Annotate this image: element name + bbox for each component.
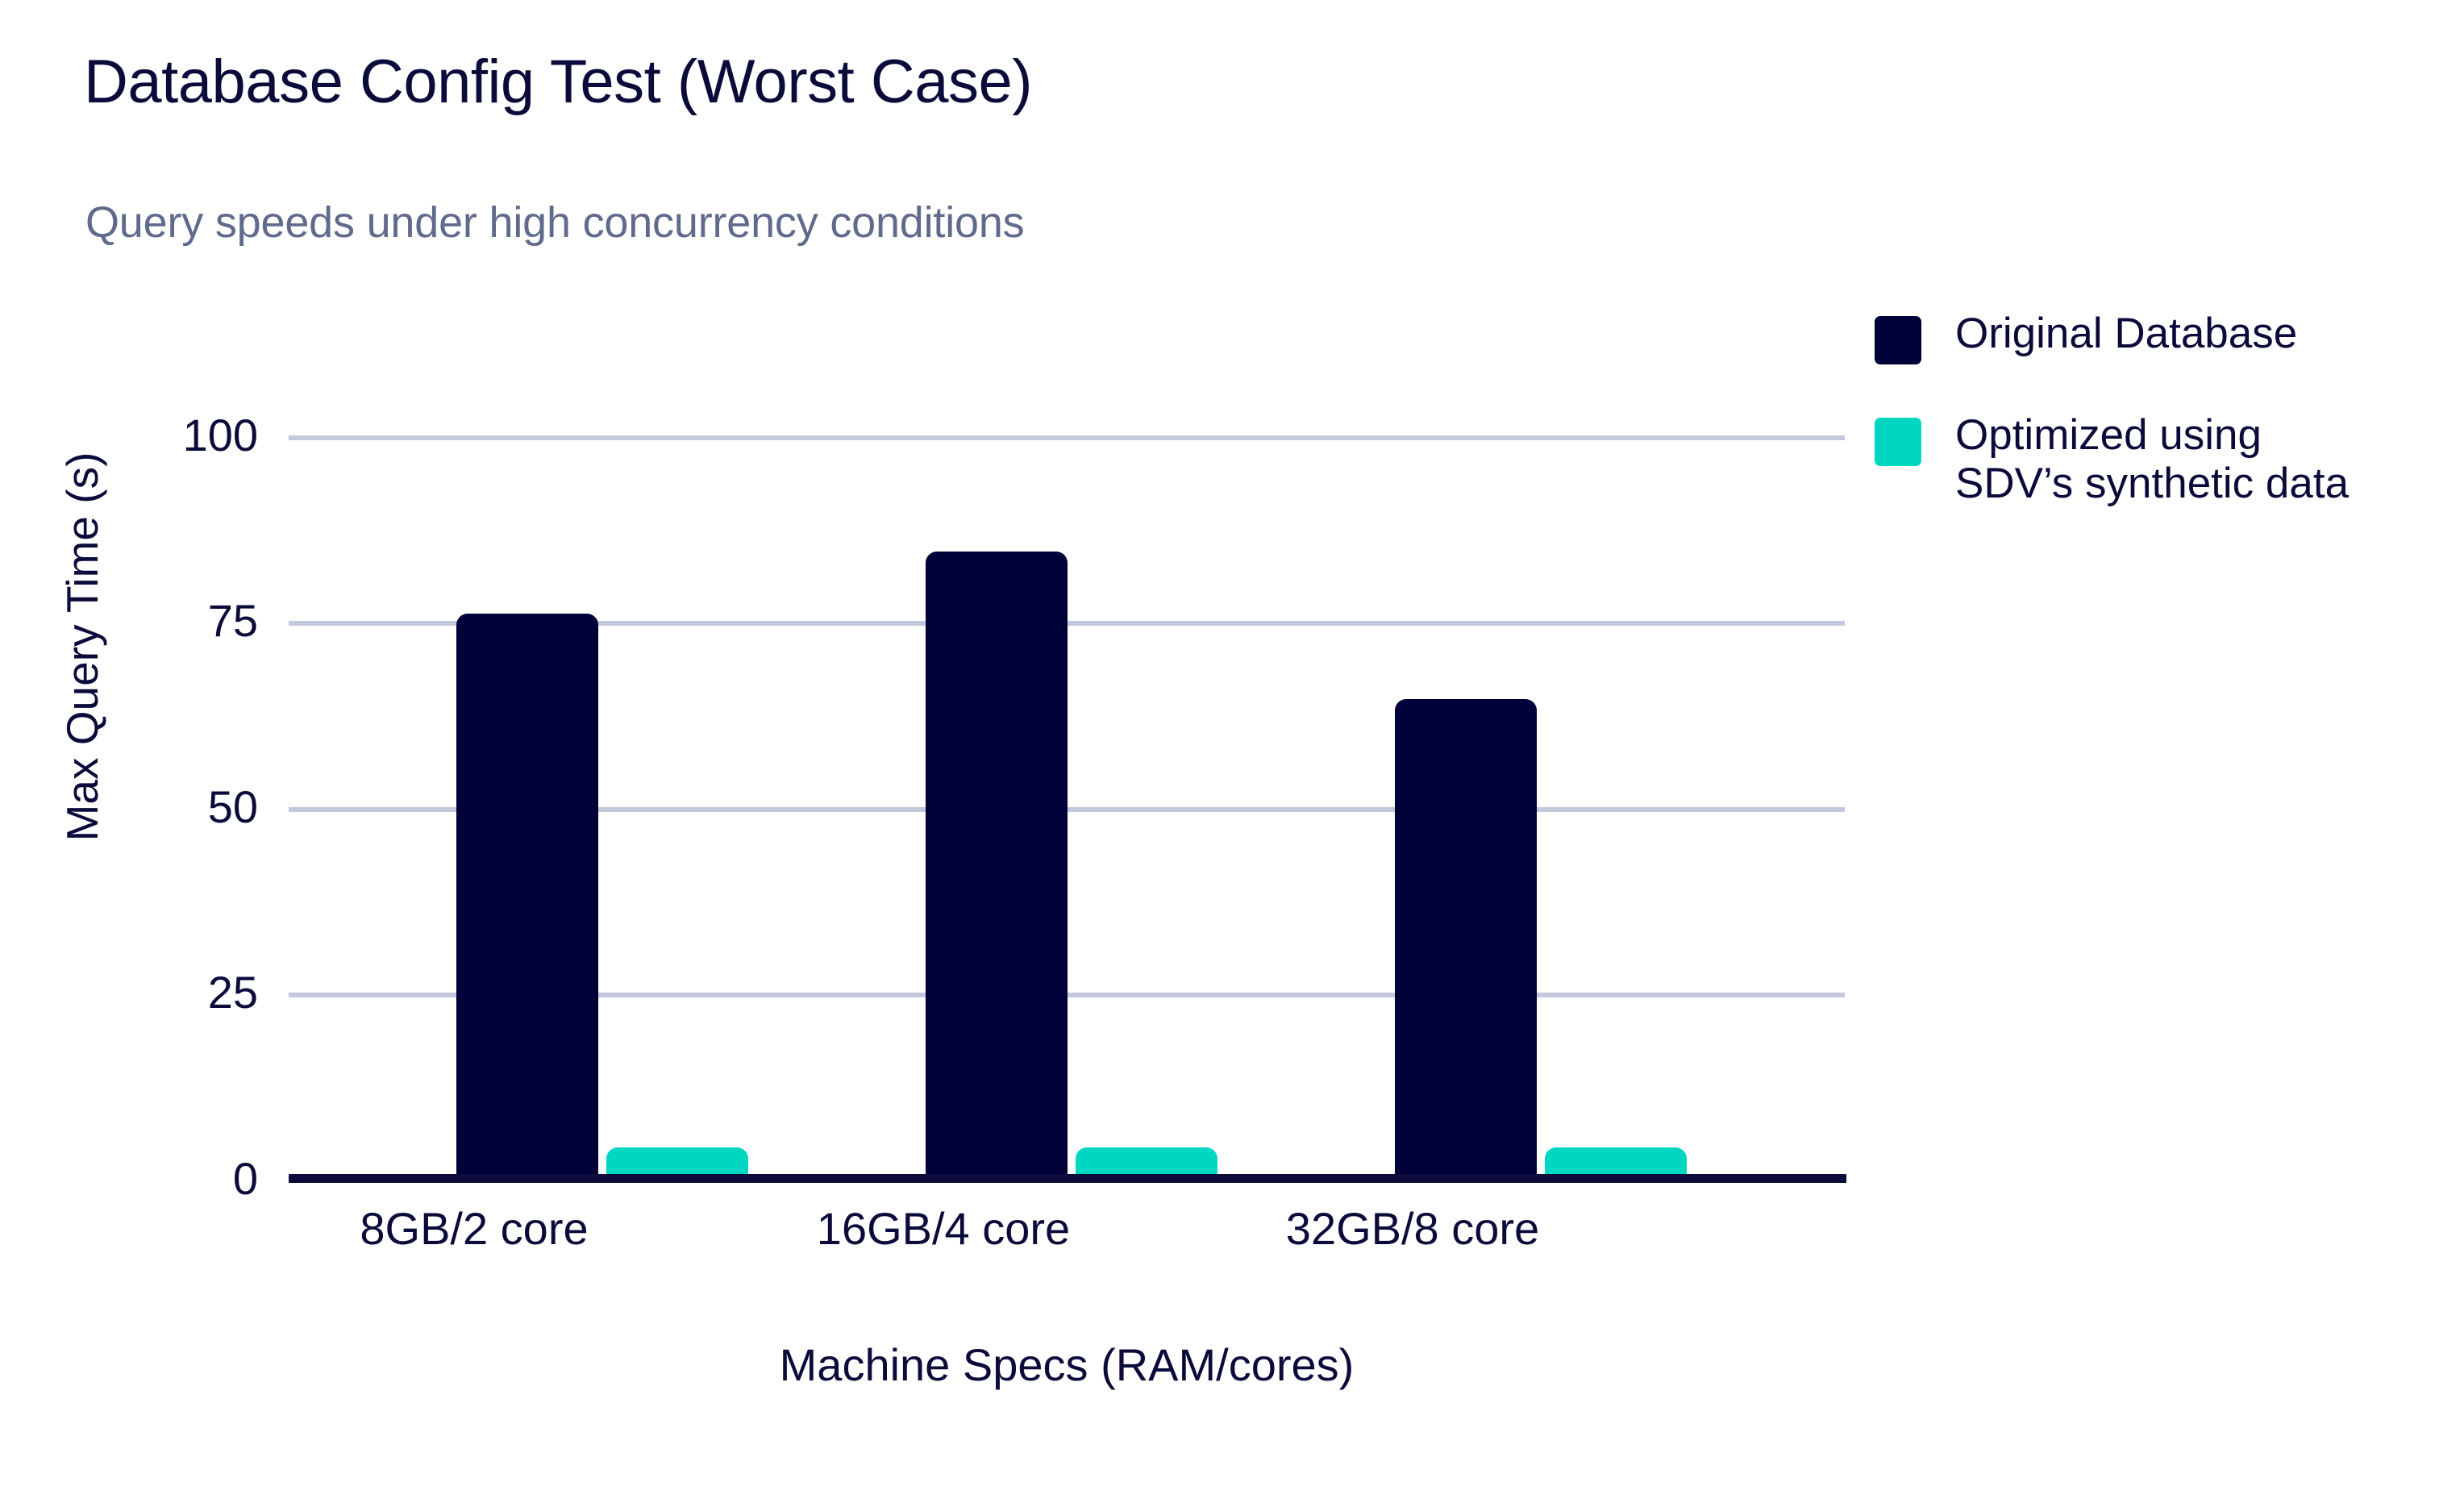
y-tick-25: 25 — [207, 967, 258, 1018]
gridline-100 — [289, 435, 1845, 440]
page-title: Database Config Test (Worst Case) — [84, 48, 1033, 116]
bar-optimized-8gb-2core — [606, 1147, 748, 1179]
y-tick-75: 75 — [207, 595, 258, 646]
x-tick-16gb-4core: 16GB/4 core — [816, 1203, 1071, 1254]
bar-original-8gb-2core — [456, 614, 598, 1179]
bar-original-32gb-8core — [1395, 699, 1537, 1179]
x-axis-line — [289, 1174, 1846, 1183]
y-tick-0: 0 — [232, 1153, 258, 1204]
y-tick-50: 50 — [207, 781, 258, 832]
x-tick-8gb-2core: 8GB/2 core — [360, 1203, 589, 1254]
chart-subtitle: Query speeds under high concurrency cond… — [85, 198, 1025, 247]
y-tick-100: 100 — [182, 410, 258, 460]
legend-label-optimized: Optimized using SDV’s synthetic data — [1955, 411, 2350, 508]
bar-original-16gb-4core — [926, 552, 1068, 1179]
y-axis-title: Max Query Time (s) — [57, 452, 107, 842]
legend-item-original[interactable]: Original Database — [1875, 310, 2439, 364]
bar-optimized-16gb-4core — [1076, 1147, 1217, 1179]
bar-optimized-32gb-8core — [1545, 1147, 1687, 1179]
legend-label-original: Original Database — [1955, 310, 2298, 357]
legend-swatch-optimized-icon — [1875, 418, 1921, 466]
legend-item-optimized[interactable]: Optimized using SDV’s synthetic data — [1875, 411, 2439, 509]
x-tick-32gb-8core: 32GB/8 core — [1285, 1203, 1540, 1254]
x-axis-title: Machine Specs (RAM/cores) — [779, 1339, 1355, 1390]
legend-swatch-original-icon — [1875, 316, 1921, 364]
chart-legend: Original Database Optimized using SDV’s … — [1875, 310, 2439, 556]
plot-area — [289, 435, 1845, 1179]
